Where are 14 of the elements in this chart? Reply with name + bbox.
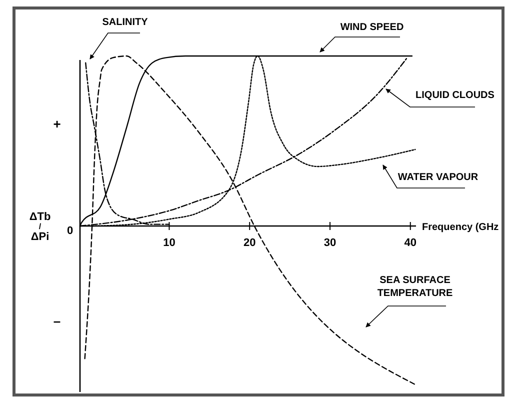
x-tick-label: 30 [324, 237, 336, 250]
x-tick-label: 10 [163, 237, 176, 250]
y-axis-title: ΔTb/ΔPi [29, 211, 51, 243]
x-tick-label: 20 [243, 237, 256, 250]
text: LIQUID CLOUDS [416, 90, 495, 101]
text: + [53, 116, 62, 132]
text: SEA SURFACE TEMPERATURE [377, 275, 454, 299]
x-tick-label: 40 [404, 237, 416, 250]
x-axis-title: Frequency (GHz [422, 222, 499, 233]
text: 0 [66, 224, 74, 237]
text: – [53, 314, 61, 329]
text: SALINITY [102, 17, 148, 28]
series-label: WATER VAPOUR [398, 172, 479, 183]
text: WIND SPEED [340, 22, 404, 33]
